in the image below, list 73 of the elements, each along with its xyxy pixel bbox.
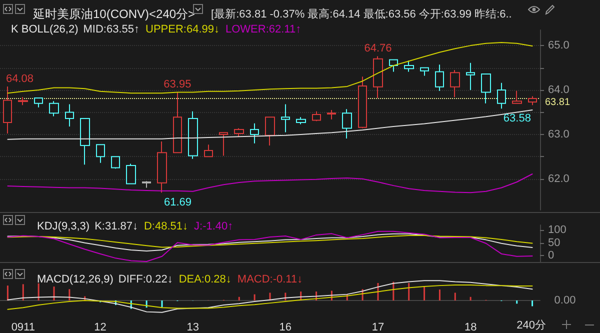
text: 0.00 <box>554 294 576 306</box>
y-tick-label: 64.0 <box>548 84 570 96</box>
candlestick <box>281 104 290 133</box>
candlestick <box>450 70 460 98</box>
candlestick <box>111 156 120 170</box>
candlestick <box>126 163 136 184</box>
annotation: 61.69 <box>164 196 192 209</box>
candlestick <box>18 96 28 106</box>
candlestick <box>497 82 506 110</box>
y-tick-label: 100 <box>548 224 566 236</box>
candlestick <box>481 74 491 104</box>
annotation: 64.76 <box>364 42 392 55</box>
legend-title: K BOLL(26,2) <box>11 24 78 36</box>
candlestick <box>188 110 198 160</box>
candlestick <box>80 118 90 166</box>
y-tick-label: 0 <box>548 250 554 262</box>
candlestick <box>373 56 383 98</box>
annotation: 63.58 <box>503 112 531 125</box>
candlestick <box>3 86 12 134</box>
candlestick <box>327 110 336 120</box>
series-label: D:48.51↓ <box>144 220 188 232</box>
series-label: K:31.87↓ <box>94 220 138 232</box>
x-tick-label: 12 <box>94 322 106 333</box>
x-tick-label: 13 <box>186 322 199 333</box>
y-tick-label: 63.0 <box>548 128 570 140</box>
candlestick <box>342 108 352 139</box>
y-tick-label: 62.0 <box>548 172 570 185</box>
candlestick <box>142 180 151 188</box>
candlestick <box>234 128 244 138</box>
legend-title: MACD(12,26,9) <box>37 274 114 286</box>
candlestick <box>404 60 414 72</box>
candlestick <box>96 144 105 164</box>
candlestick <box>420 67 429 76</box>
candlestick <box>528 96 537 106</box>
ref-line-label: 63.81 <box>545 96 570 108</box>
y-tick-label: 50 <box>548 236 560 249</box>
candlestick <box>49 100 59 117</box>
text: LOWER:62.11↑ <box>225 24 302 36</box>
annotation: 64.08 <box>6 72 34 85</box>
series-label: DEA:0.28↓ <box>178 274 232 286</box>
x-tick-label: 18 <box>464 322 477 333</box>
series-label: MACD:-0.11↓ <box>237 274 303 286</box>
text: MID:63.55↑ <box>83 24 140 36</box>
x-tick-label: 0911 <box>11 322 35 333</box>
series-label: DIFF:0.22↓ <box>118 274 173 286</box>
candlestick <box>219 132 228 156</box>
text: 240分 <box>516 320 546 332</box>
line-series <box>7 42 533 94</box>
candlestick <box>296 116 306 125</box>
line-series <box>7 234 533 248</box>
annotation: 63.95 <box>164 78 192 91</box>
candlestick <box>435 64 444 92</box>
candlestick <box>358 76 367 129</box>
candlestick <box>65 104 74 127</box>
candlestick <box>157 141 167 194</box>
candlestick <box>34 98 43 108</box>
candlestick <box>512 90 522 104</box>
x-tick-label: 16 <box>279 322 292 333</box>
series-label: J:-1.40↑ <box>194 220 234 232</box>
candlestick <box>173 92 182 154</box>
chart-subtitle: [最新:63.81 -0.37% 最高:64.14 最低:63.56 今开:63.99 昨结:6.. <box>211 8 512 20</box>
candlestick <box>265 116 275 146</box>
y-tick-label: 65.0 <box>548 40 570 52</box>
candlestick <box>312 110 321 122</box>
legend-title: KDJ(9,3,3) <box>37 220 90 232</box>
line-series <box>7 174 533 194</box>
line-series <box>7 110 533 140</box>
line-series <box>7 230 533 262</box>
text: UPPER:64.99↓ <box>146 24 220 36</box>
candlestick <box>466 62 475 90</box>
x-tick-label: 17 <box>372 322 384 333</box>
candlestick <box>250 122 259 144</box>
candlestick <box>204 144 213 158</box>
